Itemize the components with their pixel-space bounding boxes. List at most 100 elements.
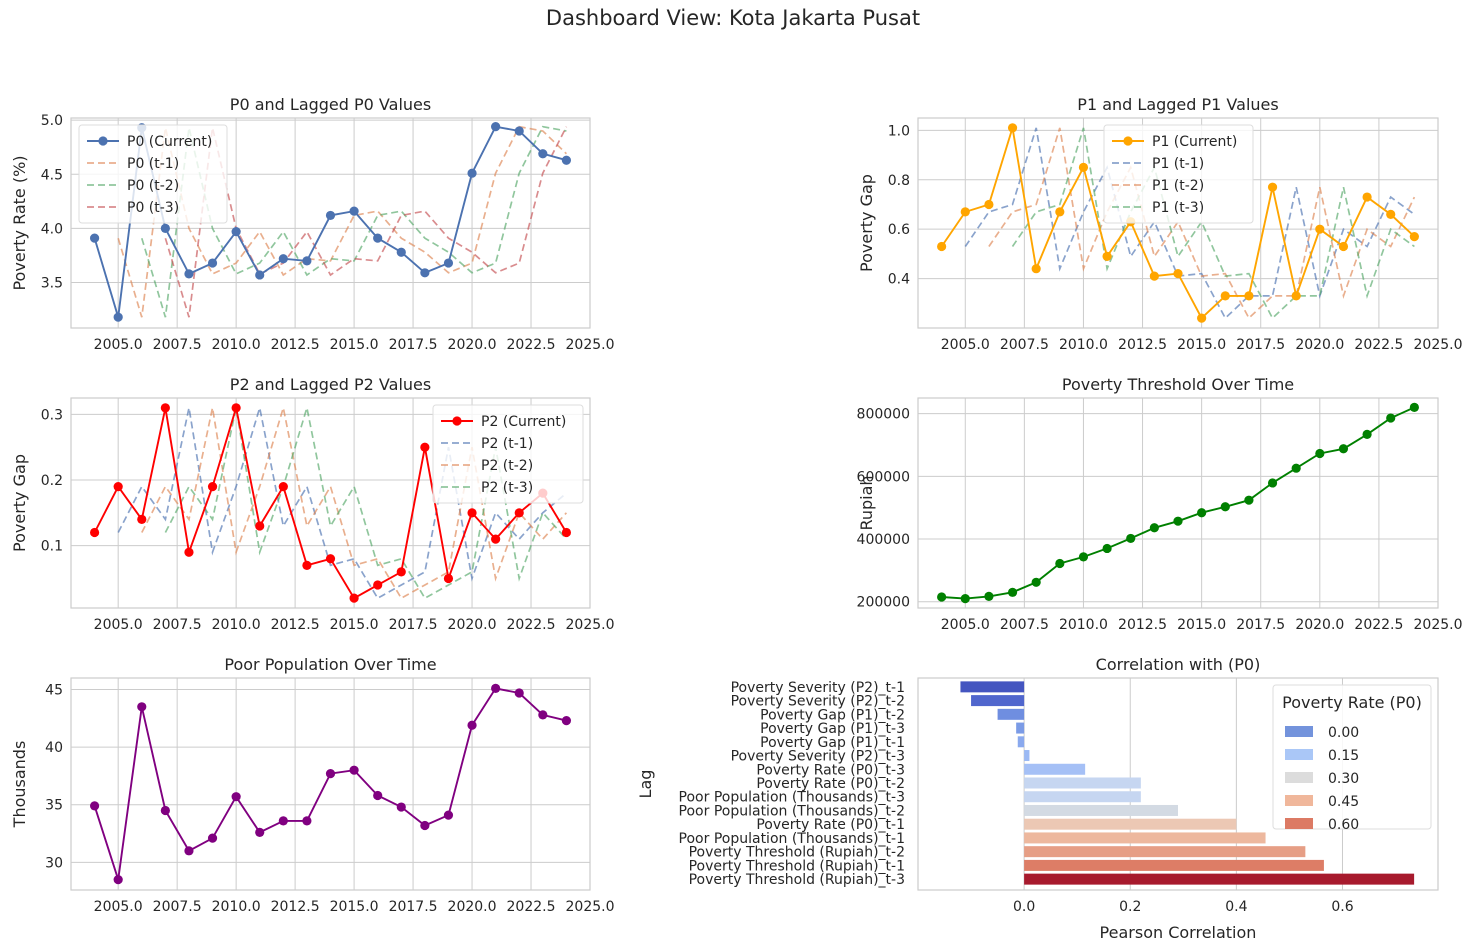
x-tick-label: 2010.0 xyxy=(212,337,261,353)
y-tick-label: 4.5 xyxy=(41,167,63,183)
data-point xyxy=(1362,192,1372,202)
category-label: Poverty Threshold (Rupiah)_t-3 xyxy=(689,872,905,888)
data-point xyxy=(984,199,994,210)
x-tick-label: 2022.5 xyxy=(507,337,556,353)
data-point xyxy=(538,149,548,159)
data-point xyxy=(278,481,288,492)
data-point xyxy=(960,207,970,217)
y-axis-label: Thousands xyxy=(10,741,29,829)
legend-marker xyxy=(98,136,108,146)
data-point xyxy=(1007,587,1018,597)
data-point xyxy=(1031,577,1041,587)
data-point xyxy=(1007,123,1018,133)
x-tick-label: 2007.5 xyxy=(153,899,202,915)
chart-legend: Poverty Rate (P0) 0.00 0.15 0.30 0.45 0.60 xyxy=(1272,684,1432,833)
category-label: Poverty Severity (P2)_t-3 xyxy=(731,749,905,765)
x-tick-label: 2005.0 xyxy=(94,617,143,633)
series-line-p2-t-2- xyxy=(141,407,568,600)
p1-lagged-chart: 2005.0 2007.5 2010.0 2012.5 2015.0 2017.5 2020… xyxy=(857,95,1463,353)
legend-label: P0 (t-2) xyxy=(127,178,179,194)
data-point xyxy=(467,508,477,518)
plot-frame xyxy=(70,677,591,891)
data-point xyxy=(561,155,572,165)
correlation-bar xyxy=(997,708,1025,720)
data-point xyxy=(373,580,383,590)
legend-label: P2 (t-1) xyxy=(481,436,533,452)
data-point xyxy=(1267,182,1278,192)
legend-frame xyxy=(1103,124,1254,224)
x-tick-label: 2020.0 xyxy=(1295,337,1344,353)
data-point xyxy=(1055,207,1065,217)
x-tick-label: 2020.0 xyxy=(448,337,497,353)
series-line-p1-t-3- xyxy=(1011,127,1415,320)
data-point xyxy=(984,591,994,602)
data-point xyxy=(160,805,170,816)
chart-title: P2 and Lagged P2 Values xyxy=(230,375,431,394)
plot-frame xyxy=(917,677,1439,891)
y-tick-label: 0.6 xyxy=(888,222,910,238)
p0-lagged-chart: 2005.0 2007.5 2010.0 2012.5 2015.0 2017.5 2020… xyxy=(10,95,615,353)
correlation-bar xyxy=(1024,750,1030,762)
data-point xyxy=(1102,543,1112,554)
data-point xyxy=(1409,402,1419,413)
x-tick-label: 2020.0 xyxy=(448,617,497,633)
data-point xyxy=(113,875,123,885)
x-tick-label: 2017.5 xyxy=(1236,617,1285,633)
y-tick-label: 0.1 xyxy=(41,539,63,555)
data-point xyxy=(325,554,336,564)
legend-label: P0 (t-1) xyxy=(127,156,179,172)
data-point xyxy=(255,521,265,531)
data-point xyxy=(373,233,383,243)
y-tick-label: 800000 xyxy=(857,407,910,423)
chart-title: P1 and Lagged P1 Values xyxy=(1077,95,1278,114)
data-point xyxy=(396,802,406,812)
data-point xyxy=(443,573,454,584)
chart-legend: P1 (Current) P1 (t-1) P1 (t-2) P1 (t-3) xyxy=(1103,124,1254,224)
legend-label: P1 (t-2) xyxy=(1152,178,1204,194)
y-tick-label: 4.0 xyxy=(41,221,63,237)
data-point xyxy=(467,168,477,178)
data-point xyxy=(1386,209,1396,219)
y-axis-label: Rupiah xyxy=(857,475,876,530)
x-tick-label: 2007.5 xyxy=(1000,617,1049,633)
x-tick-label: 2025.0 xyxy=(566,337,615,353)
x-tick-label: 2022.5 xyxy=(1354,617,1403,633)
x-tick-label: 2005.0 xyxy=(94,899,143,915)
category-label: Poverty Rate (P0)_t-3 xyxy=(756,762,905,778)
x-tick-label: 2005.0 xyxy=(94,337,143,353)
x-tick-label: 2022.5 xyxy=(507,899,556,915)
x-tick-label: 2015.0 xyxy=(330,899,379,915)
data-point xyxy=(325,769,336,779)
x-tick-label: 2022.5 xyxy=(507,617,556,633)
data-point xyxy=(1409,231,1419,242)
x-tick-label: 2020.0 xyxy=(1295,617,1344,633)
data-point xyxy=(1126,533,1136,544)
correlation-bar xyxy=(1024,804,1178,816)
legend-swatch xyxy=(1285,726,1313,737)
plot-frame xyxy=(917,397,1439,609)
legend-label: P0 (Current) xyxy=(127,134,212,150)
x-tick-label: 2007.5 xyxy=(1000,337,1049,353)
data-point xyxy=(137,514,147,525)
x-tick-label: 2007.5 xyxy=(153,617,202,633)
data-point xyxy=(1315,448,1325,459)
y-axis-label: Poverty Gap xyxy=(10,454,29,552)
y-tick-label: 0.4 xyxy=(888,272,910,288)
data-point xyxy=(1055,558,1065,569)
data-point xyxy=(491,683,501,693)
legend-marker xyxy=(1123,136,1133,146)
x-tick-label: 2012.5 xyxy=(271,899,320,915)
data-point xyxy=(1197,508,1207,518)
series-line xyxy=(941,406,1415,600)
y-tick-label: 0.3 xyxy=(41,407,63,423)
data-point xyxy=(491,122,501,132)
x-tick-label: 0.4 xyxy=(1225,899,1247,915)
correlation-bar xyxy=(1024,873,1415,885)
chart-legend: P2 (Current) P2 (t-1) P2 (t-2) P2 (t-3) xyxy=(432,404,584,504)
data-point xyxy=(89,233,100,243)
data-point xyxy=(1102,251,1112,261)
legend-frame xyxy=(432,404,584,504)
data-point xyxy=(1173,269,1183,279)
legend-label: P2 (t-3) xyxy=(481,480,533,496)
